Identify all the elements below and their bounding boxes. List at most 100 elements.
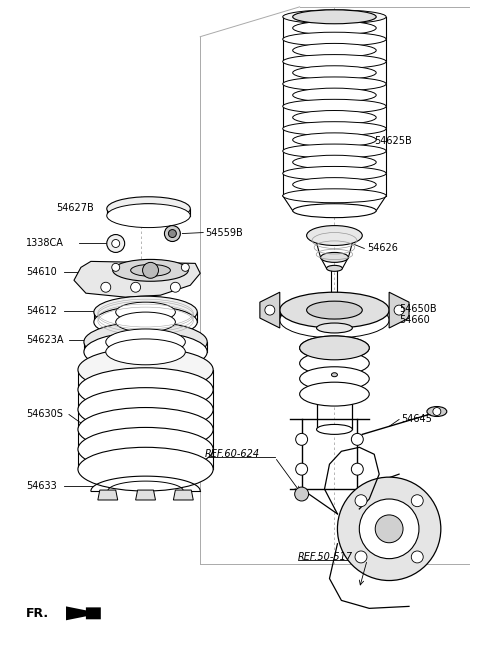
Ellipse shape (293, 204, 376, 217)
Ellipse shape (283, 32, 386, 46)
Ellipse shape (106, 329, 185, 355)
Ellipse shape (78, 407, 213, 451)
Ellipse shape (283, 189, 386, 203)
Circle shape (360, 499, 419, 559)
Circle shape (411, 551, 423, 563)
Ellipse shape (300, 367, 369, 390)
Circle shape (165, 225, 180, 242)
Circle shape (394, 305, 404, 315)
Ellipse shape (427, 407, 447, 417)
Ellipse shape (307, 225, 362, 246)
Circle shape (375, 515, 403, 543)
Circle shape (355, 551, 367, 563)
Polygon shape (66, 607, 101, 620)
Circle shape (168, 229, 176, 238)
Circle shape (296, 434, 308, 445)
Ellipse shape (283, 122, 386, 136)
Polygon shape (98, 490, 118, 500)
Circle shape (296, 463, 308, 475)
Text: 54660: 54660 (399, 315, 430, 325)
Ellipse shape (307, 301, 362, 319)
Ellipse shape (283, 144, 386, 158)
Polygon shape (74, 261, 200, 297)
Ellipse shape (113, 259, 188, 281)
Ellipse shape (116, 302, 175, 322)
Ellipse shape (280, 292, 389, 328)
Text: 54559B: 54559B (205, 227, 243, 238)
Ellipse shape (293, 111, 376, 124)
Ellipse shape (78, 367, 213, 411)
Ellipse shape (300, 382, 369, 406)
Circle shape (433, 407, 441, 415)
Ellipse shape (132, 204, 165, 214)
Ellipse shape (94, 306, 197, 338)
Ellipse shape (78, 388, 213, 432)
Ellipse shape (280, 302, 389, 338)
Ellipse shape (78, 447, 213, 491)
Ellipse shape (293, 43, 376, 58)
Circle shape (143, 263, 158, 278)
Ellipse shape (300, 336, 369, 360)
Ellipse shape (84, 322, 207, 362)
Circle shape (107, 234, 125, 252)
Circle shape (265, 305, 275, 315)
Ellipse shape (116, 312, 175, 332)
Circle shape (295, 487, 309, 501)
Ellipse shape (107, 204, 190, 227)
Ellipse shape (283, 10, 386, 24)
Circle shape (131, 282, 141, 292)
Circle shape (351, 434, 363, 445)
Ellipse shape (300, 336, 369, 360)
Polygon shape (260, 292, 280, 328)
Text: 54630S: 54630S (26, 409, 63, 419)
Circle shape (170, 282, 180, 292)
Ellipse shape (293, 88, 376, 102)
Ellipse shape (78, 428, 213, 471)
Ellipse shape (300, 351, 369, 375)
Ellipse shape (293, 133, 376, 147)
Ellipse shape (283, 166, 386, 180)
Polygon shape (389, 292, 409, 328)
Text: 54625B: 54625B (374, 136, 412, 146)
Text: 54645: 54645 (401, 415, 432, 424)
Circle shape (101, 282, 111, 292)
Ellipse shape (84, 332, 207, 372)
Ellipse shape (293, 155, 376, 169)
Ellipse shape (332, 373, 337, 377)
Ellipse shape (131, 265, 170, 276)
Text: 54650B: 54650B (399, 304, 437, 314)
Ellipse shape (293, 10, 376, 24)
Text: 54612: 54612 (26, 306, 57, 316)
Ellipse shape (283, 54, 386, 69)
Text: REF.60-624: REF.60-624 (205, 449, 260, 459)
Circle shape (112, 240, 120, 248)
Text: 54627B: 54627B (56, 202, 94, 213)
Text: REF.50-517: REF.50-517 (298, 552, 353, 562)
Circle shape (112, 263, 120, 271)
Polygon shape (136, 490, 156, 500)
Ellipse shape (293, 178, 376, 191)
Ellipse shape (321, 252, 348, 263)
Polygon shape (173, 490, 193, 500)
Ellipse shape (107, 196, 190, 221)
Text: 54623A: 54623A (26, 335, 64, 345)
Text: 1338CA: 1338CA (26, 238, 64, 248)
Ellipse shape (283, 77, 386, 91)
Ellipse shape (293, 66, 376, 80)
Ellipse shape (316, 424, 352, 434)
Text: 54626: 54626 (367, 244, 398, 253)
Circle shape (411, 495, 423, 507)
Circle shape (337, 477, 441, 580)
Circle shape (351, 463, 363, 475)
Text: FR.: FR. (26, 607, 49, 620)
Circle shape (181, 263, 189, 271)
Text: 54633: 54633 (26, 481, 57, 491)
Ellipse shape (293, 21, 376, 35)
Circle shape (355, 495, 367, 507)
Ellipse shape (94, 296, 197, 328)
Ellipse shape (78, 348, 213, 392)
Ellipse shape (283, 100, 386, 113)
Ellipse shape (106, 339, 185, 365)
Ellipse shape (326, 265, 342, 271)
Ellipse shape (316, 323, 352, 333)
